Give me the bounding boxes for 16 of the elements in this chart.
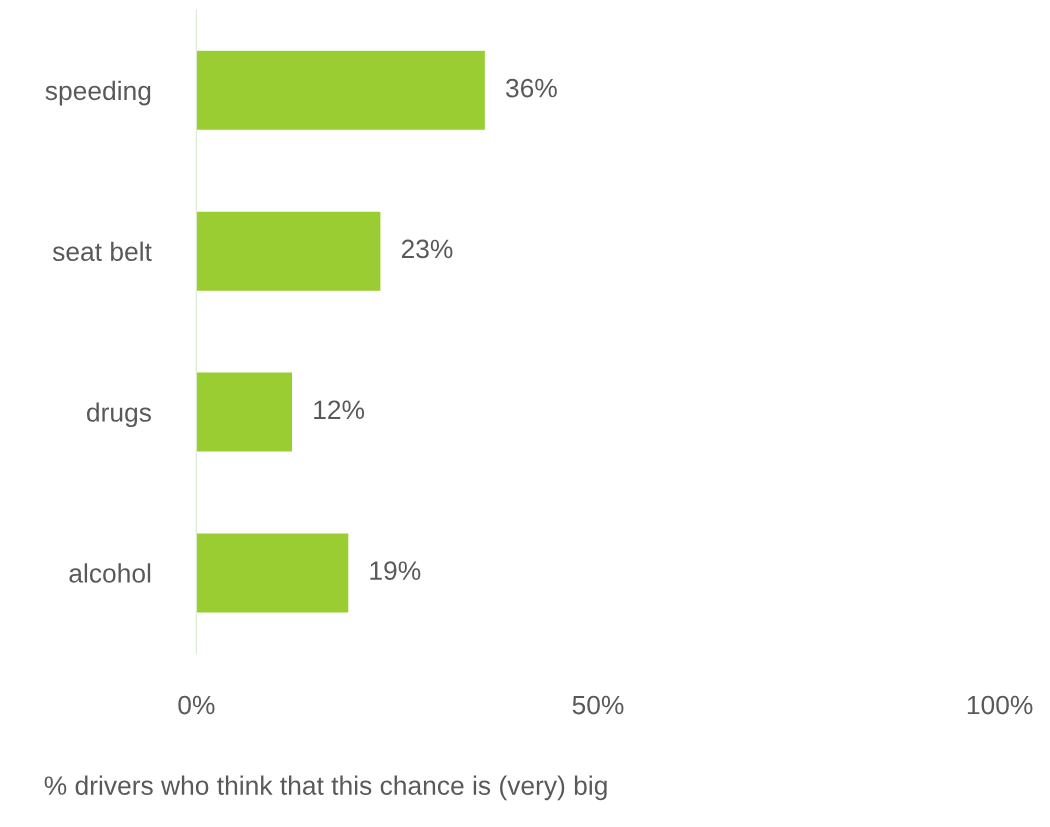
y-tick-label: drugs — [87, 402, 151, 428]
data-label: 12% — [314, 400, 365, 420]
x-tick-label: 0% — [178, 695, 215, 715]
y-tick-label: seat belt — [52, 241, 152, 262]
data-label: 23% — [401, 239, 453, 259]
bar — [196, 531, 350, 614]
bar — [196, 210, 382, 293]
bar — [196, 371, 294, 453]
y-tick-label: alcohol — [69, 563, 151, 583]
x-tick-label: 50% — [572, 695, 624, 715]
bar — [196, 49, 487, 132]
data-label: 19% — [370, 561, 421, 580]
y-tick-label: speeding — [45, 80, 151, 106]
x-tick-label: 100% — [967, 695, 1033, 715]
data-label: 36% — [505, 78, 557, 98]
x-axis-title: % drivers who think that this chance is (very) big — [44, 775, 607, 801]
